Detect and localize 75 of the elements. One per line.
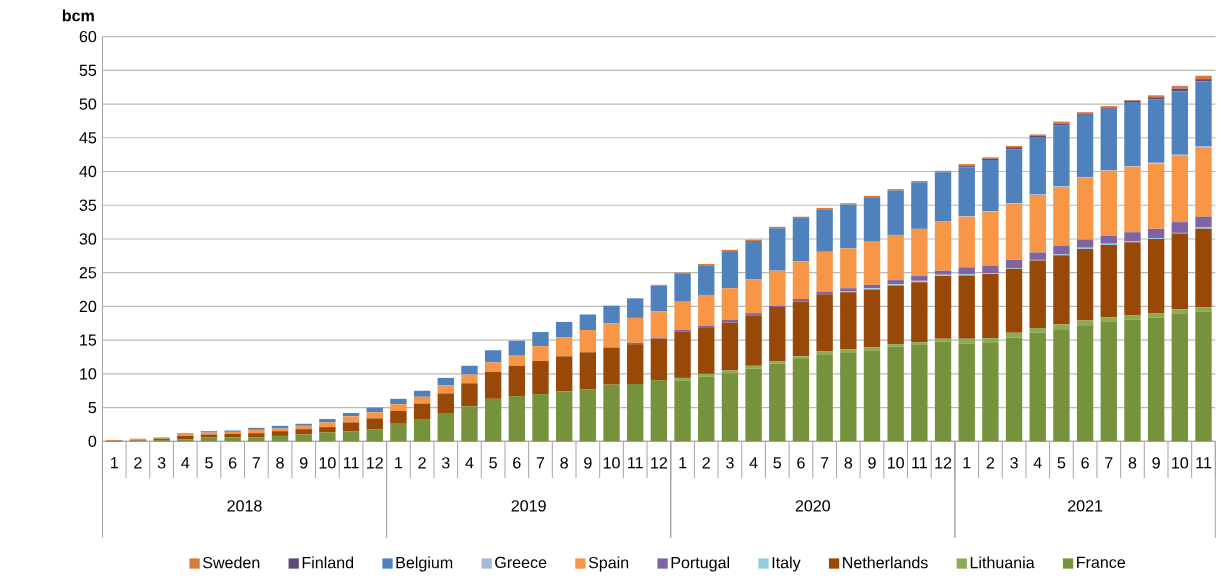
legend-label: Italy — [772, 556, 801, 572]
x-tick-label: 4 — [749, 457, 758, 469]
x-tick-label: 7 — [536, 457, 545, 469]
text: 2018 — [227, 500, 262, 512]
x-tick-label: 8 — [276, 457, 284, 469]
x-tick-label: 7 — [252, 457, 260, 469]
x-tick-label: 8 — [844, 457, 853, 469]
x-tick-label: 12 — [935, 457, 952, 469]
x-tick-label: 10 — [319, 457, 336, 469]
x-tick-label: 5 — [205, 457, 213, 469]
x-tick-label: 6 — [229, 457, 237, 469]
x-tick-label: 10 — [887, 457, 904, 469]
x-tick-label: 2 — [418, 457, 426, 469]
legend-label: Greece — [495, 556, 547, 569]
x-tick-label: 3 — [441, 457, 450, 469]
x-tick-label: 4 — [465, 457, 474, 469]
text: 2019 — [511, 500, 546, 512]
legend-label: Sweden — [203, 556, 260, 569]
x-tick-label: 8 — [560, 457, 568, 469]
x-tick-label: 3 — [726, 457, 734, 469]
y-tick-label: 0 — [88, 435, 97, 447]
x-tick-label: 1 — [679, 457, 687, 469]
x-tick-label: 11 — [912, 457, 927, 469]
legend-label: Lithuania — [970, 556, 1035, 569]
x-tick-label: 5 — [1057, 457, 1066, 469]
x-tick-label: 6 — [513, 457, 521, 469]
x-tick-label: 2 — [986, 457, 995, 469]
y-tick-label: 55 — [79, 64, 97, 76]
x-tick-label: 12 — [651, 457, 667, 469]
y-tick-label: 30 — [79, 233, 97, 245]
x-tick-label: 9 — [299, 457, 308, 469]
x-tick-label: 2 — [134, 457, 142, 469]
y-tick-label: 15 — [80, 334, 97, 346]
y-tick-label: 35 — [79, 199, 97, 211]
x-tick-label: 1 — [395, 457, 403, 469]
x-tick-label: 9 — [584, 457, 592, 469]
x-tick-label: 7 — [821, 457, 829, 469]
y-axis-title: bcm — [62, 9, 94, 22]
x-tick-label: 9 — [868, 457, 876, 469]
x-tick-label: 10 — [1172, 457, 1189, 469]
x-tick-label: 6 — [1081, 457, 1089, 469]
x-tick-label: 4 — [1033, 457, 1042, 469]
x-tick-label: 4 — [181, 457, 190, 469]
x-tick-label: 8 — [1128, 457, 1137, 469]
x-tick-label: 3 — [1010, 457, 1018, 469]
x-tick-label: 7 — [1105, 457, 1113, 469]
x-tick-label: 5 — [773, 457, 782, 469]
y-tick-label: 40 — [79, 165, 97, 178]
x-tick-label: 6 — [797, 457, 805, 469]
y-tick-label: 60 — [79, 30, 97, 43]
y-tick-label: 25 — [79, 266, 97, 279]
y-tick-label: 50 — [79, 98, 97, 110]
x-tick-label: 2 — [702, 457, 710, 469]
legend-label: Finland — [302, 556, 354, 569]
x-tick-label: 3 — [157, 457, 166, 469]
x-tick-label: 11 — [343, 457, 359, 469]
x-tick-label: 1 — [963, 457, 971, 469]
x-tick-label: 11 — [1196, 457, 1212, 469]
y-tick-label: 20 — [79, 300, 97, 313]
x-tick-label: 9 — [1152, 457, 1160, 469]
x-tick-label: 5 — [489, 457, 497, 469]
text: 2020 — [795, 500, 831, 512]
text: 2021 — [1068, 500, 1103, 512]
x-tick-label: 1 — [111, 457, 118, 469]
x-tick-label: 11 — [628, 457, 643, 469]
legend-label: Spain — [588, 556, 629, 572]
legend-label: France — [1077, 556, 1126, 568]
x-tick-label: 12 — [367, 457, 383, 469]
legend-label: Portugal — [671, 556, 730, 572]
x-tick-label: 10 — [603, 457, 620, 469]
y-tick-label: 10 — [80, 368, 97, 380]
legend-label: Belgium — [396, 556, 453, 572]
legend-label: Netherlands — [843, 556, 928, 569]
y-tick-label: 5 — [88, 401, 97, 414]
y-tick-label: 45 — [79, 132, 97, 144]
